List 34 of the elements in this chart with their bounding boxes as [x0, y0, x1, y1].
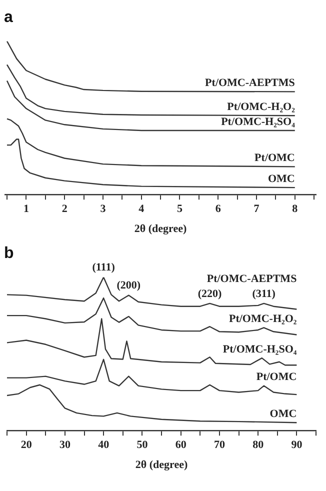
x-tick-label: 50 [136, 439, 148, 452]
x-tick-label: 60 [175, 439, 187, 452]
chart-title: b [4, 245, 14, 262]
x-tick-label: 7 [254, 203, 260, 216]
annotation: (200) [116, 280, 141, 292]
x-tick-label: 70 [214, 439, 226, 452]
chart-title: a [4, 9, 13, 26]
series-label: OMC [270, 408, 297, 420]
series-label: Pt/OMC-H₂SO₄ [222, 343, 298, 356]
x-tick-label: 30 [59, 439, 71, 452]
x-axis-title: 2θ (degree) [135, 459, 188, 472]
series-label: Pt/OMC-AEPTMS [206, 272, 297, 285]
annotation: (220) [198, 288, 222, 300]
series-label: Pt/OMC [256, 371, 297, 384]
x-tick-label: 2 [62, 203, 68, 216]
x-tick-label: 20 [20, 439, 32, 452]
x-tick-label: 80 [252, 439, 264, 452]
x-tick-label: 8 [292, 203, 298, 216]
x-axis-title: 2θ (degree) [134, 223, 188, 236]
series-label: Pt/OMC-H₂SO₄ [221, 116, 296, 128]
x-tick-label: 4 [138, 203, 145, 216]
x-tick-label: 40 [98, 439, 110, 452]
x-tick-label: 90 [291, 439, 303, 452]
series-label: Pt/OMC-H₂O₂ [227, 100, 296, 113]
x-tick-label: 3 [100, 203, 106, 216]
x-tick-label: 1 [23, 203, 29, 216]
annotation: (111) [92, 262, 116, 274]
series-label: Pt/OMC [254, 152, 295, 164]
series-label: Pt/OMC-H₂O₂ [228, 313, 298, 326]
series-label: Pt/OMC-AEPTMS [205, 77, 295, 90]
series-label: OMC [268, 172, 295, 185]
x-tick-label: 5 [176, 203, 183, 216]
x-tick-label: 6 [215, 203, 222, 216]
annotation: (311) [252, 288, 276, 300]
